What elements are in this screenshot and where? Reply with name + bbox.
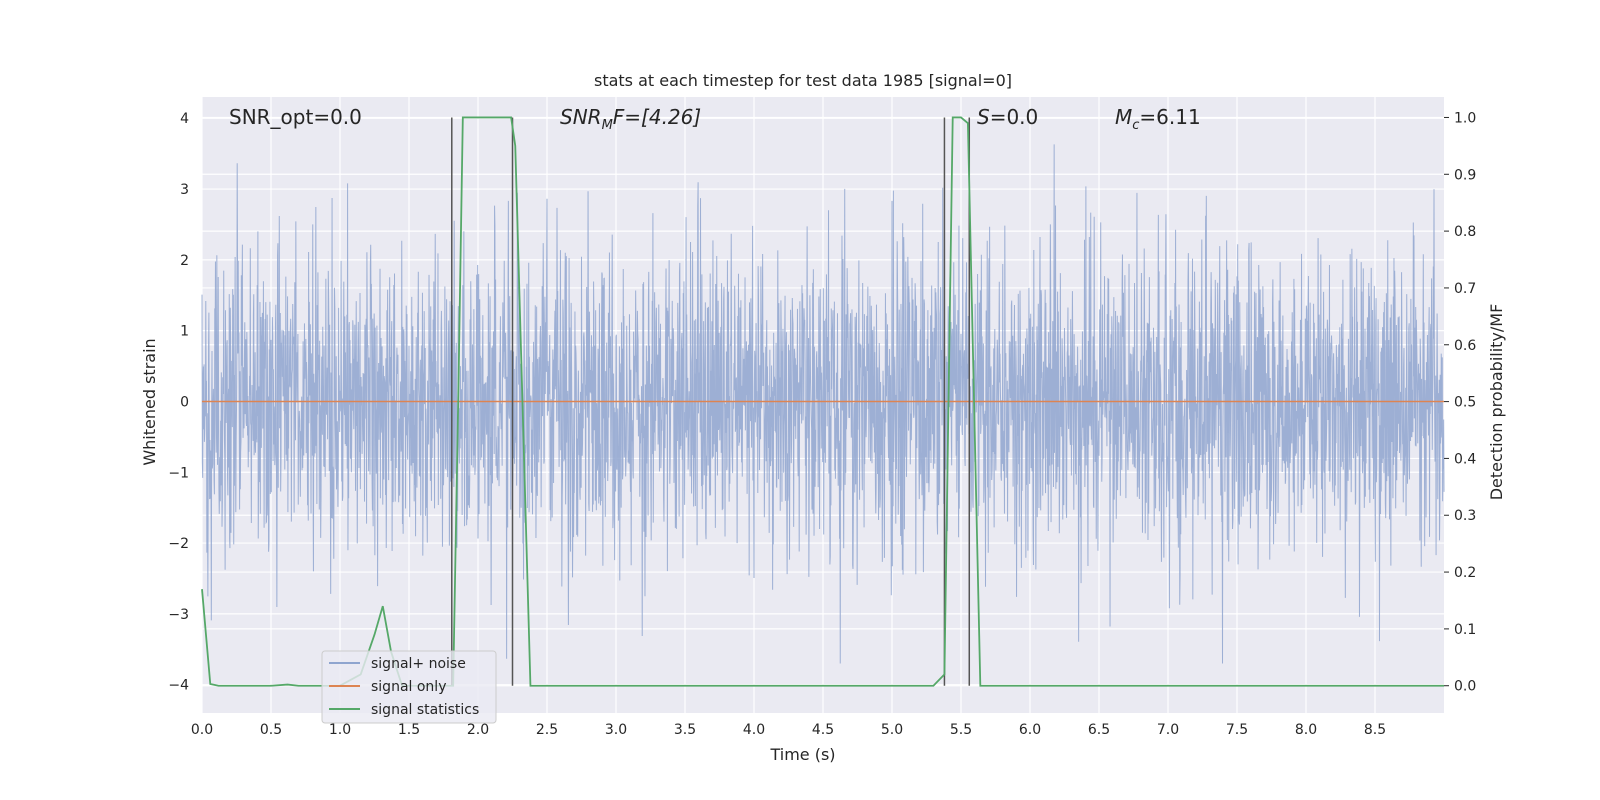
- y-tick-label: −3: [168, 607, 189, 623]
- y-tick-label-right: 0.6: [1454, 338, 1476, 354]
- y-tick-label-right: 0.4: [1454, 451, 1476, 467]
- series-signal-noise: [201, 144, 1445, 664]
- x-tick-label: 0.5: [260, 722, 282, 738]
- y-tick-label: −4: [168, 678, 189, 694]
- legend-label-stat: signal statistics: [371, 702, 479, 718]
- x-tick-label: 2.5: [536, 722, 558, 738]
- y-tick-label: 1: [180, 324, 189, 340]
- chart-title: stats at each timestep for test data 198…: [594, 71, 1012, 90]
- legend: signal+ noise signal only signal statist…: [321, 650, 497, 724]
- y-tick-label-right: 0.8: [1454, 224, 1476, 240]
- x-tick-label: 6.0: [1019, 722, 1041, 738]
- y-tick-label-right: 1.0: [1454, 110, 1476, 126]
- x-axis-label: Time (s): [769, 745, 835, 764]
- y-tick-label: 3: [180, 182, 189, 198]
- x-tick-label: 1.0: [329, 722, 351, 738]
- x-tick-label: 8.0: [1295, 722, 1317, 738]
- y-axis-label: Whitened strain: [140, 338, 159, 465]
- annotation-snr-mf: SNRMF=[4.26]: [560, 105, 701, 133]
- legend-label-signal: signal only: [371, 679, 446, 695]
- series-signal-statistics: [201, 116, 1444, 687]
- x-tick-label: 3.0: [605, 722, 627, 738]
- x-tick-label: 7.0: [1157, 722, 1179, 738]
- y-tick-label: 4: [180, 111, 189, 127]
- x-tick-label: 3.5: [674, 722, 696, 738]
- annotation-mc: Mc=6.11: [1115, 105, 1201, 133]
- x-tick-label: 5.0: [881, 722, 903, 738]
- y-tick-label: −2: [168, 536, 189, 552]
- x-tick-label: 8.5: [1364, 722, 1386, 738]
- y-tick-label-right: 0.3: [1454, 508, 1476, 524]
- y-tick-label-right: 0.0: [1454, 679, 1476, 695]
- x-tick-label: 2.0: [467, 722, 489, 738]
- y-tick-label-right: 0.2: [1454, 565, 1476, 581]
- annotation-s: S=0.0: [977, 105, 1038, 129]
- x-tick-label: 0.0: [191, 722, 213, 738]
- x-tick-label: 7.5: [1226, 722, 1248, 738]
- y-tick-label-right: 0.7: [1454, 281, 1476, 297]
- y-tick-label-right: 0.5: [1454, 395, 1476, 411]
- y-tick-label: −1: [168, 465, 189, 481]
- x-tick-label: 1.5: [398, 722, 420, 738]
- x-tick-label: 6.5: [1088, 722, 1110, 738]
- y-tick-label: 2: [180, 253, 189, 269]
- y-axis-label-right: Detection probability/MF: [1487, 304, 1506, 501]
- legend-label-noise: signal+ noise: [371, 656, 466, 672]
- x-tick-label: 5.5: [950, 722, 972, 738]
- annotation-snr-opt: SNR_opt=0.0: [229, 105, 362, 129]
- legend-box: [321, 650, 497, 724]
- y-tick-label-right: 0.1: [1454, 622, 1476, 638]
- x-tick-label: 4.0: [743, 722, 765, 738]
- x-tick-label: 4.5: [812, 722, 834, 738]
- y-tick-label: 0: [180, 394, 189, 410]
- y-tick-label-right: 0.9: [1454, 167, 1476, 183]
